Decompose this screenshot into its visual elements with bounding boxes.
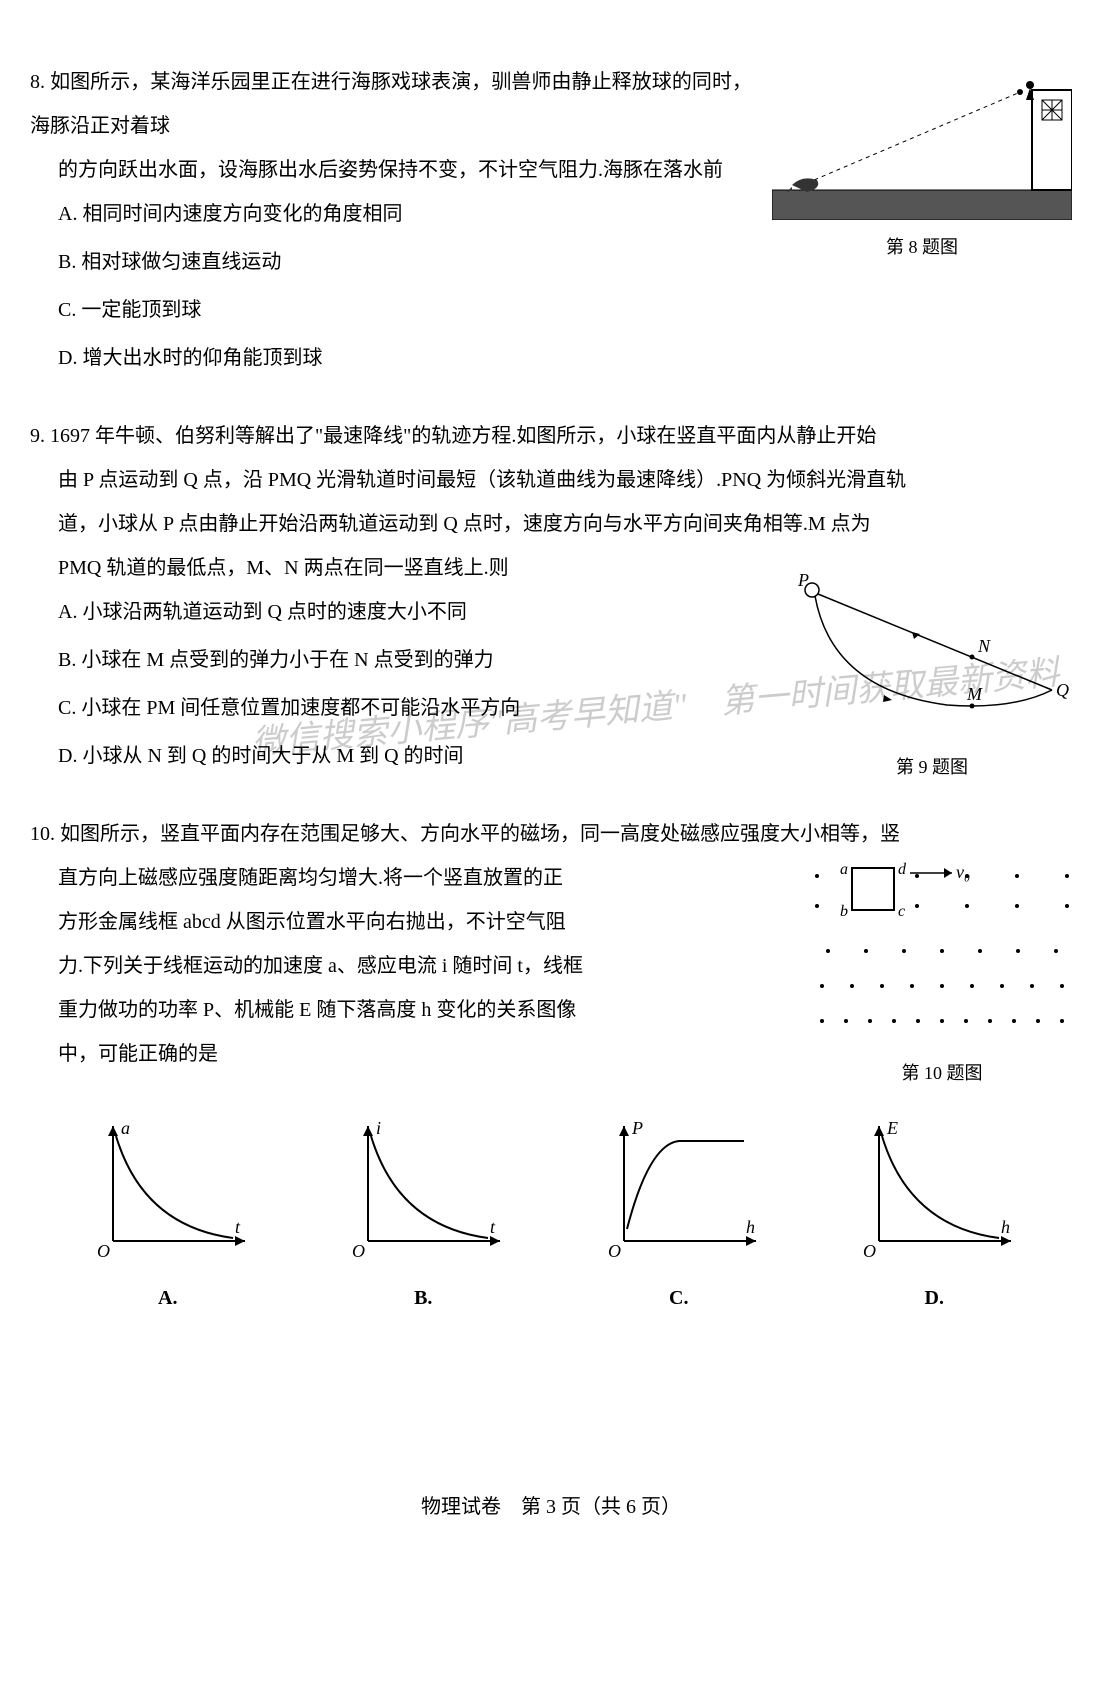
q8-fig-caption: 第 8 题图	[772, 233, 1072, 259]
chart-label-A: A.	[40, 1287, 296, 1310]
chart-B: i t O B.	[296, 1116, 552, 1310]
svg-text:h: h	[1001, 1217, 1010, 1237]
q9-label-P: P	[797, 570, 809, 590]
q8-num: 8.	[30, 71, 45, 93]
q8-optD: D. 增大出水时的仰角能顶到球	[58, 336, 1072, 380]
q10-label-d: d	[898, 861, 907, 878]
q9-stem-l3: 道，小球从 P 点由静止开始沿两轨道运动到 Q 点时，速度方向与水平方向间夹角相…	[30, 502, 1072, 546]
q8-optC: C. 一定能顶到球	[58, 288, 1072, 332]
q10-label-c: c	[898, 903, 905, 920]
q10-label-v0: v₀	[956, 862, 970, 882]
chart-svg-B: i t O	[338, 1116, 508, 1266]
q10-fig-caption: 第 10 题图	[812, 1059, 1072, 1085]
svg-text:t: t	[490, 1217, 496, 1237]
chart-A: a t O A.	[40, 1116, 296, 1310]
svg-text:i: i	[376, 1118, 381, 1138]
chart-svg-D: E h O	[849, 1116, 1019, 1266]
q9-figure-container: P N M Q 第 9 题图	[792, 570, 1072, 779]
svg-text:t: t	[235, 1217, 241, 1237]
page-footer: 物理试卷 第 3 页（共 6 页）	[30, 1490, 1072, 1519]
q10-label-b: b	[840, 903, 848, 920]
q8-figure-container: 第 8 题图	[772, 70, 1072, 259]
svg-text:a: a	[121, 1118, 130, 1138]
q9-stem-l2: 由 P 点运动到 Q 点，沿 PMQ 光滑轨道时间最短（该轨道曲线为最速降线）.…	[30, 458, 1072, 502]
q10-stem: 10. 如图所示，竖直平面内存在范围足够大、方向水平的磁场，同一高度处磁感应强度…	[30, 812, 1072, 856]
q9-fig-caption: 第 9 题图	[792, 753, 1072, 779]
chart-svg-A: a t O	[83, 1116, 253, 1266]
q10-figure-svg: a b c d v₀	[812, 856, 1072, 1046]
question-10: 10. 如图所示，竖直平面内存在范围足够大、方向水平的磁场，同一高度处磁感应强度…	[30, 812, 1072, 1310]
q9-figure-svg: P N M Q	[792, 570, 1072, 740]
chart-label-C: C.	[551, 1287, 807, 1310]
q10-figure-container: a b c d v₀ 第 10 题图	[812, 856, 1072, 1085]
q9-num: 9.	[30, 425, 45, 447]
svg-text:E: E	[886, 1118, 898, 1138]
q8-figure-svg	[772, 70, 1072, 220]
q9-label-Q: Q	[1056, 680, 1069, 700]
q10-stem-l1: 如图所示，竖直平面内存在范围足够大、方向水平的磁场，同一高度处磁感应强度大小相等…	[60, 823, 900, 845]
svg-text:h: h	[746, 1217, 755, 1237]
svg-text:O: O	[863, 1241, 876, 1261]
q10-charts-row: a t O A. i t O B. P h O C.	[30, 1116, 1072, 1310]
q9-stem: 9. 1697 年牛顿、伯努利等解出了"最速降线"的轨迹方程.如图所示，小球在竖…	[30, 414, 1072, 458]
q9-label-N: N	[977, 636, 991, 656]
chart-svg-C: P h O	[594, 1116, 764, 1266]
svg-text:P: P	[631, 1118, 643, 1138]
chart-label-D: D.	[807, 1287, 1063, 1310]
question-8: 第 8 题图 8. 如图所示，某海洋乐园里正在进行海豚戏球表演，驯兽师由静止释放…	[30, 60, 1072, 384]
chart-D: E h O D.	[807, 1116, 1063, 1310]
svg-text:O: O	[97, 1241, 110, 1261]
svg-text:O: O	[352, 1241, 365, 1261]
question-9: 9. 1697 年牛顿、伯努利等解出了"最速降线"的轨迹方程.如图所示，小球在竖…	[30, 414, 1072, 782]
q9-stem-l1: 1697 年牛顿、伯努利等解出了"最速降线"的轨迹方程.如图所示，小球在竖直平面…	[50, 425, 876, 447]
chart-label-B: B.	[296, 1287, 552, 1310]
q10-label-a: a	[840, 861, 848, 878]
q9-label-M: M	[966, 684, 983, 704]
svg-text:O: O	[608, 1241, 621, 1261]
q8-stem-l1: 如图所示，某海洋乐园里正在进行海豚戏球表演，驯兽师由静止释放球的同时，海豚沿正对…	[30, 71, 752, 137]
chart-C: P h O C.	[551, 1116, 807, 1310]
q10-num: 10.	[30, 823, 55, 845]
